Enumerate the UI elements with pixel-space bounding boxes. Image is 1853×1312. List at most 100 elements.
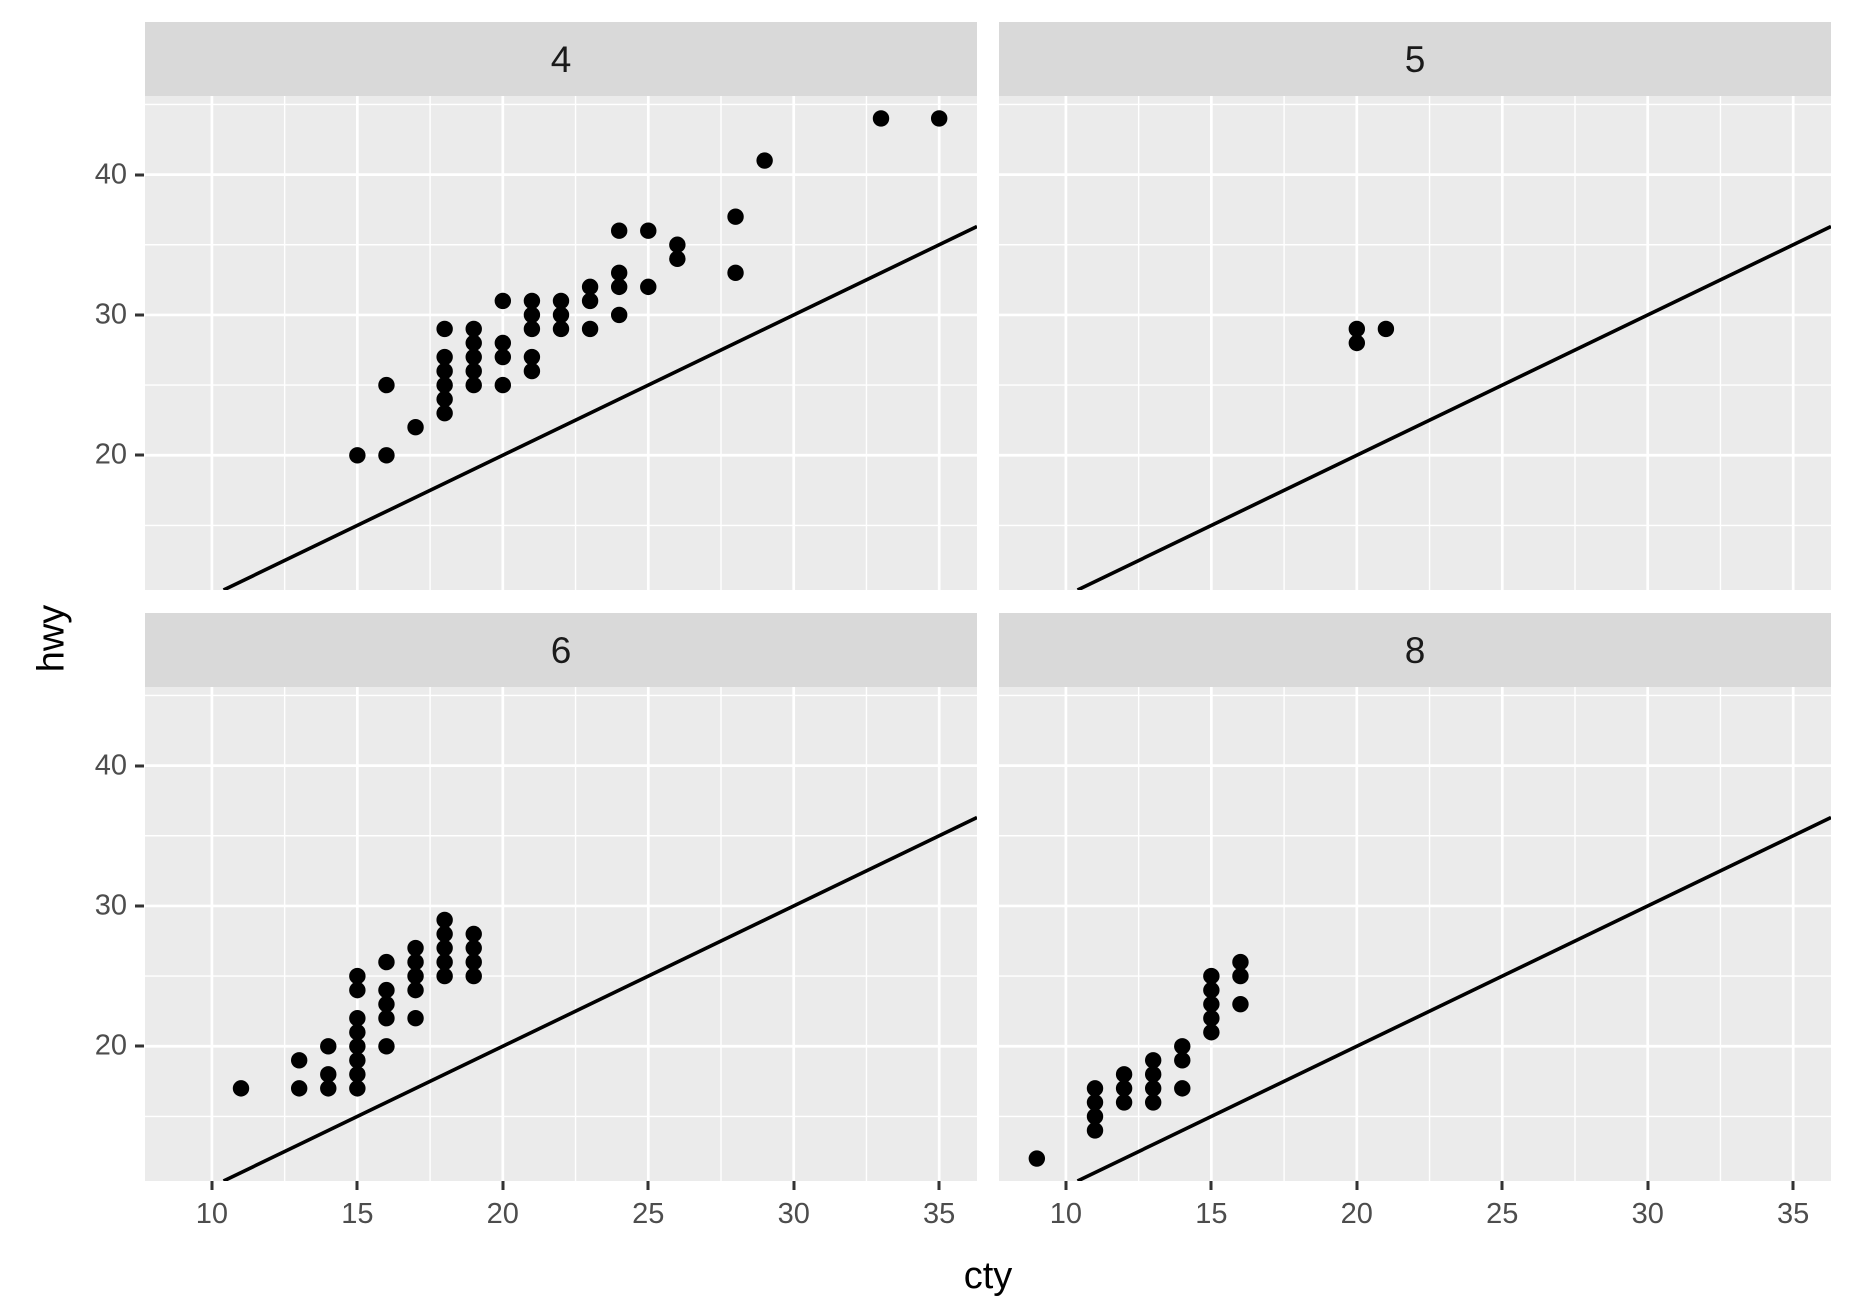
- data-point: [523, 362, 541, 380]
- data-point: [290, 1052, 308, 1069]
- data-point: [1174, 1080, 1191, 1097]
- data-point: [610, 306, 628, 324]
- facet-strip-label: 5: [1404, 38, 1426, 80]
- data-point: [1232, 995, 1249, 1013]
- data-point: [407, 1010, 424, 1027]
- data-point: [640, 222, 657, 239]
- x-tick-mark: [937, 1181, 941, 1190]
- data-point: [378, 1038, 395, 1055]
- data-point: [930, 110, 948, 127]
- data-point: [320, 1080, 337, 1097]
- data-point: [465, 939, 482, 957]
- x-tick-mark: [1791, 1181, 1795, 1190]
- x-axis-title-text: cty: [963, 1254, 1013, 1297]
- y-tick-mark: [135, 904, 144, 908]
- x-tick-label: 15: [341, 1198, 374, 1230]
- data-point: [407, 981, 424, 999]
- data-point: [407, 967, 424, 985]
- data-point: [1348, 334, 1366, 352]
- x-tick-label: 30: [1631, 1198, 1664, 1230]
- facet-strip-4: 4: [145, 22, 977, 96]
- y-tick-mark: [135, 1044, 144, 1048]
- data-point: [1203, 1024, 1220, 1041]
- x-tick-mark: [1355, 1181, 1359, 1190]
- data-point: [669, 236, 686, 253]
- data-point: [436, 911, 453, 929]
- data-point: [436, 404, 453, 422]
- data-point: [436, 925, 453, 943]
- data-point: [349, 1080, 366, 1097]
- data-point: [610, 222, 628, 239]
- y-tick-mark: [135, 764, 144, 768]
- data-point: [349, 1066, 366, 1083]
- x-tick-mark: [501, 1181, 505, 1190]
- facet-strip-label: 6: [550, 629, 572, 671]
- data-point: [523, 348, 541, 366]
- facet-panel-5: [999, 96, 1831, 590]
- x-tick-mark: [1064, 1181, 1068, 1190]
- data-point: [494, 334, 512, 352]
- x-tick-label: 20: [1340, 1198, 1373, 1230]
- data-point: [1144, 1052, 1162, 1069]
- data-point: [1028, 1150, 1046, 1167]
- facet-panel-4: [145, 96, 977, 590]
- data-point: [465, 376, 482, 394]
- data-point: [523, 320, 541, 338]
- data-point: [872, 110, 890, 127]
- data-point: [1144, 1066, 1162, 1083]
- data-point: [1115, 1066, 1133, 1083]
- x-tick-label: 15: [1195, 1198, 1228, 1230]
- y-tick-label: 20: [94, 438, 127, 471]
- data-point: [1203, 967, 1220, 985]
- data-point: [407, 953, 424, 971]
- data-point: [552, 306, 570, 324]
- x-tick-mark: [1500, 1181, 1504, 1190]
- data-point: [378, 1010, 395, 1027]
- data-point: [1232, 967, 1249, 985]
- identity-abline: [222, 224, 977, 590]
- data-point: [523, 292, 541, 310]
- data-point: [1203, 995, 1220, 1013]
- data-point: [552, 320, 570, 338]
- y-tick-mark: [135, 173, 144, 177]
- data-point: [349, 967, 366, 985]
- x-tick-label: 25: [1486, 1198, 1519, 1230]
- data-point: [378, 376, 395, 394]
- x-tick-mark: [355, 1181, 359, 1190]
- data-point: [407, 419, 424, 436]
- data-point: [436, 967, 453, 985]
- facet-strip-6: 6: [145, 613, 977, 687]
- panel-background: [999, 96, 1831, 590]
- x-tick-label: 10: [195, 1198, 229, 1230]
- data-point: [1377, 320, 1395, 338]
- facet-panel-6: [145, 687, 977, 1181]
- data-point: [1144, 1080, 1162, 1097]
- data-point: [581, 320, 599, 338]
- data-point: [465, 334, 482, 352]
- data-point: [320, 1066, 337, 1083]
- data-point: [349, 1024, 366, 1041]
- x-tick-mark: [1646, 1181, 1650, 1190]
- data-point: [494, 376, 512, 394]
- identity-abline: [1076, 815, 1831, 1181]
- x-tick-label: 35: [1777, 1198, 1810, 1230]
- data-point: [1174, 1052, 1191, 1069]
- data-point: [581, 292, 599, 310]
- data-point: [640, 278, 657, 296]
- y-tick-label: 30: [94, 889, 127, 922]
- data-point: [552, 292, 570, 310]
- data-point: [349, 1038, 366, 1055]
- panel-background: [145, 687, 977, 1181]
- y-tick-label: 40: [94, 749, 127, 782]
- x-tick-mark: [210, 1181, 214, 1190]
- data-point: [465, 320, 482, 338]
- data-point: [1115, 1094, 1133, 1111]
- data-point: [494, 292, 512, 310]
- x-tick-label: 25: [632, 1198, 665, 1230]
- y-tick-label: 20: [94, 1029, 127, 1062]
- data-point: [1174, 1038, 1191, 1055]
- data-point: [349, 981, 366, 999]
- identity-abline: [222, 815, 977, 1181]
- x-tick-label: 35: [923, 1198, 956, 1230]
